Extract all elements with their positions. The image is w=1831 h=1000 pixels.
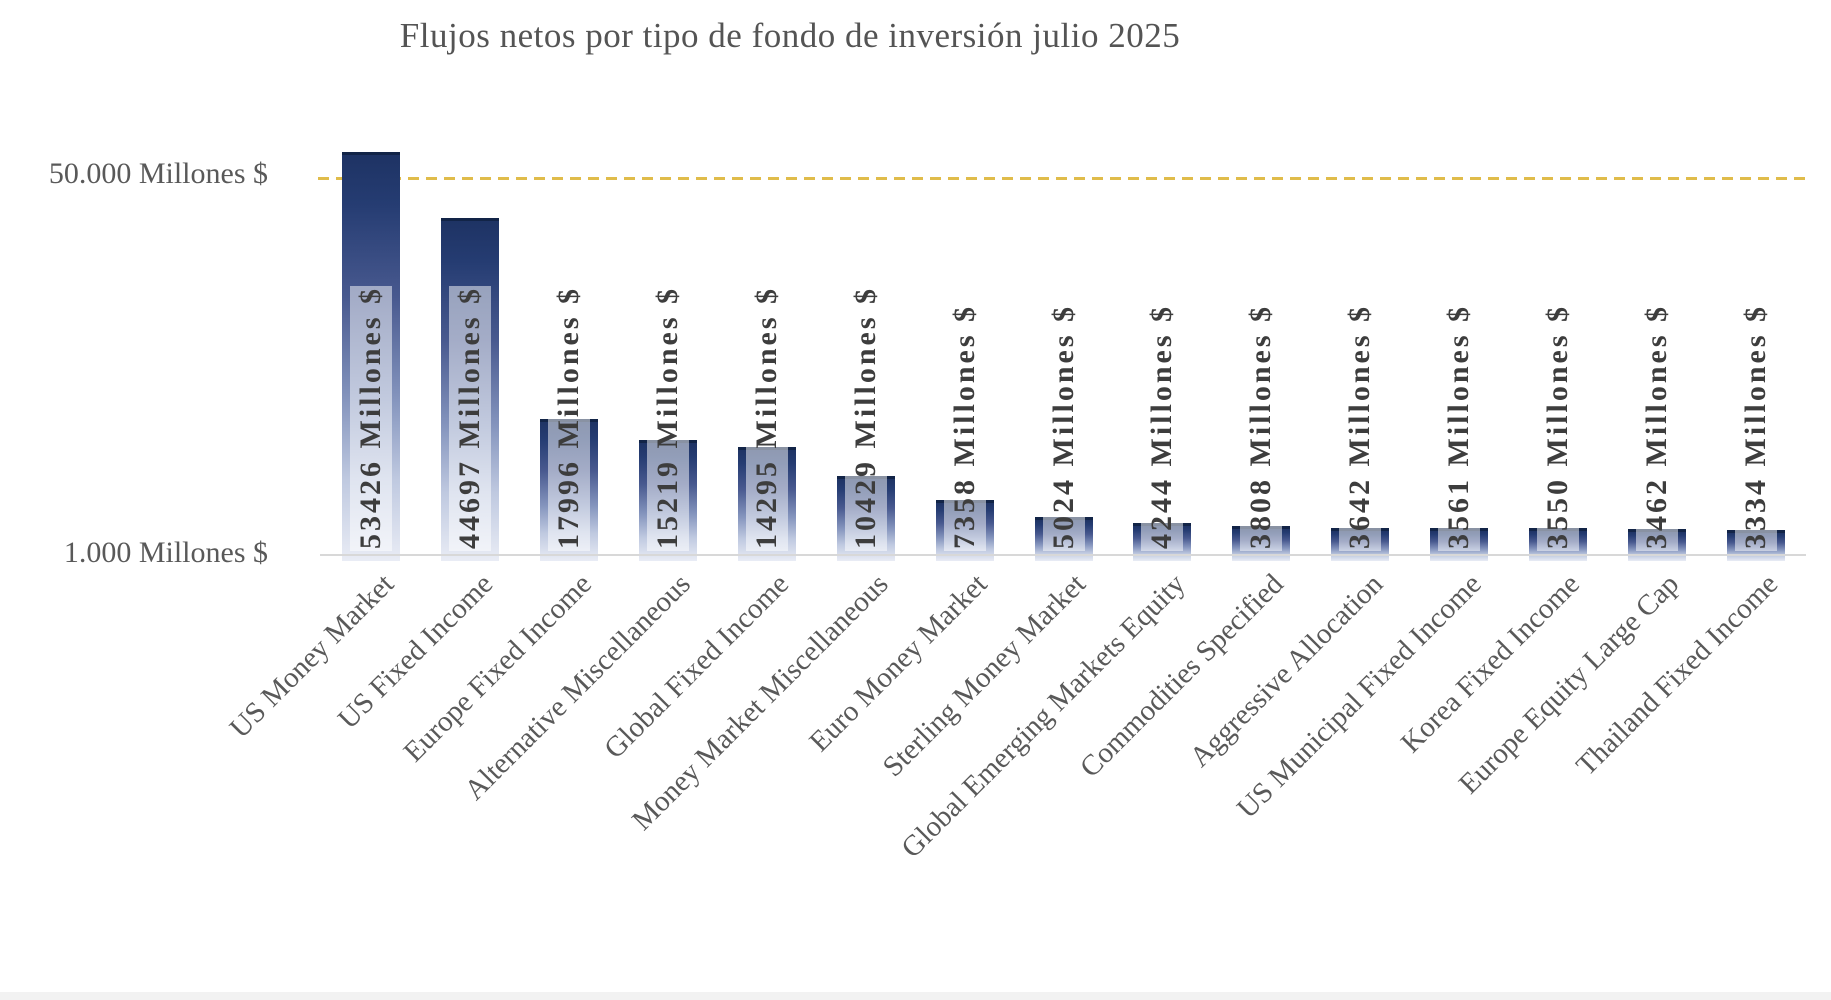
category-label-korea-fixed-income: Korea Fixed Income (1395, 568, 1587, 760)
value-label-thailand-fixed-income: 3334 Millones $ (1734, 304, 1777, 551)
value-label-us-fixed-income: 44697 Millones $ (449, 286, 492, 551)
value-label-sterling-money-market: 5024 Millones $ (1042, 304, 1085, 551)
value-label-us-municipal-fixed-income: 3561 Millones $ (1438, 304, 1480, 551)
value-label-us-money-market: 53426 Millones $ (350, 286, 393, 551)
category-label-aggressive-allocation: Aggressive Allocation (1183, 568, 1389, 774)
y-axis-tick-50000: 50.000 Millones $ (48, 157, 268, 190)
category-label-thailand-fixed-income: Thailand Fixed Income (1570, 568, 1785, 782)
value-label-commodities-specified: 3808 Millones $ (1240, 304, 1283, 551)
value-label-korea-fixed-income: 3550 Millones $ (1536, 304, 1579, 551)
category-label-euro-money-market: Euro Money Market (803, 568, 994, 759)
bottom-edge (0, 992, 1831, 1000)
value-label-aggressive-allocation: 3642 Millones $ (1339, 304, 1382, 551)
value-label-money-market-miscellaneous: 10429 Millones $ (844, 286, 887, 551)
x-axis-line (320, 554, 1806, 556)
value-label-europe-fixed-income: 17996 Millones $ (548, 286, 591, 551)
y-axis-tick-1000: 1.000 Millones $ (63, 536, 268, 569)
category-label-us-money-market: US Money Market (223, 568, 401, 745)
gridline-50000-dashed (318, 177, 1805, 180)
value-label-euro-money-market: 7358 Millones $ (943, 304, 986, 551)
value-label-europe-equity-large-cap: 3462 Millones $ (1635, 304, 1678, 551)
category-label-europe-fixed-income: Europe Fixed Income (397, 568, 598, 769)
chart-title: Flujos netos por tipo de fondo de invers… (399, 16, 1181, 55)
category-label-global-fixed-income: Global Fixed Income (598, 568, 796, 765)
value-label-global-fixed-income: 14295 Millones $ (745, 286, 788, 551)
value-label-global-emerging-markets-equity: 4244 Millones $ (1141, 304, 1184, 551)
value-label-alternative-miscellaneous: 15219 Millones $ (647, 286, 689, 551)
